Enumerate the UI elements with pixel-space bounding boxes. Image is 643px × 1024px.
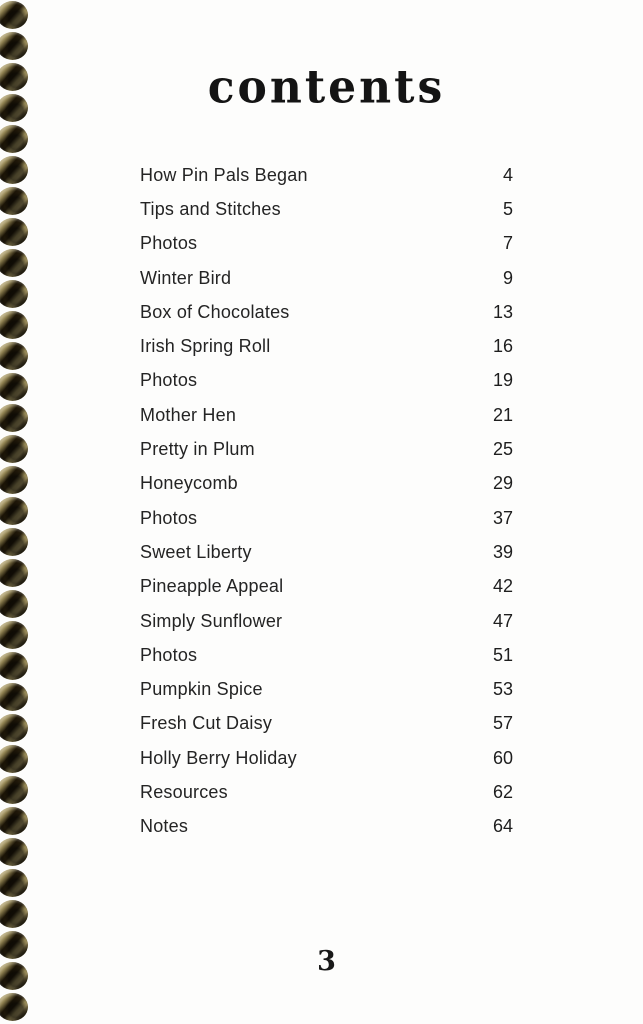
toc-entry-label: Irish Spring Roll — [140, 336, 271, 357]
toc-entry-label: Simply Sunflower — [140, 610, 283, 631]
spiral-ring — [0, 435, 28, 463]
toc-row: Winter Bird 9 — [140, 261, 513, 295]
toc-entry-page-number: 19 — [492, 370, 513, 391]
spiral-ring — [0, 838, 28, 866]
toc-entry-page-number: 64 — [492, 816, 513, 837]
spiral-ring — [0, 342, 28, 370]
spiral-ring — [0, 683, 28, 711]
toc-entry-label: Photos — [140, 507, 198, 528]
toc-entry-page-number: 39 — [492, 541, 513, 562]
toc-entry-page-number: 60 — [492, 747, 513, 768]
toc-row: Sweet Liberty 39 — [140, 535, 513, 569]
toc-row: Resources 62 — [140, 775, 513, 809]
spiral-ring — [0, 962, 28, 990]
spiral-ring — [0, 156, 28, 184]
toc-entry-label: Pineapple Appeal — [140, 576, 284, 597]
spiral-ring — [0, 528, 28, 556]
spiral-ring — [0, 125, 28, 153]
spiral-ring — [0, 900, 28, 928]
toc-entry-page-number: 16 — [492, 336, 513, 357]
spiral-ring — [0, 94, 28, 122]
spiral-ring — [0, 249, 28, 277]
toc-entry-page-number: 9 — [502, 267, 513, 288]
toc-entry-label: How Pin Pals Began — [140, 164, 308, 185]
toc-entry-page-number: 57 — [492, 713, 513, 734]
toc-entry-label: Resources — [140, 781, 228, 802]
spiral-ring — [0, 745, 28, 773]
toc-entry-page-number: 37 — [492, 507, 513, 528]
toc-entry-page-number: 42 — [492, 576, 513, 597]
toc-entry-label: Mother Hen — [140, 404, 237, 425]
spiral-ring — [0, 714, 28, 742]
toc-row: Tips and Stitches 5 — [140, 192, 513, 226]
spiral-ring — [0, 807, 28, 835]
toc-row: Irish Spring Roll 16 — [140, 329, 513, 363]
toc-row: Pineapple Appeal 42 — [140, 570, 513, 604]
toc-row: Notes 64 — [140, 810, 513, 844]
toc-row: Pumpkin Spice 53 — [140, 672, 513, 706]
spiral-ring — [0, 590, 28, 618]
spiral-ring — [0, 280, 28, 308]
toc-entry-label: Photos — [140, 370, 198, 391]
toc-entry-label: Tips and Stitches — [140, 198, 281, 219]
toc-entry-page-number: 47 — [492, 610, 513, 631]
toc-row: Fresh Cut Daisy 57 — [140, 707, 513, 741]
spiral-ring — [0, 466, 28, 494]
toc-entry-page-number: 13 — [492, 301, 513, 322]
spiral-ring — [0, 1, 28, 29]
toc-row: Photos 51 — [140, 638, 513, 672]
toc-entry-label: Photos — [140, 644, 198, 665]
toc-row: Simply Sunflower 47 — [140, 604, 513, 638]
spiral-ring — [0, 652, 28, 680]
toc-entry-label: Winter Bird — [140, 267, 232, 288]
toc-entry-page-number: 4 — [502, 164, 513, 185]
spiral-ring — [0, 311, 28, 339]
spiral-ring — [0, 373, 28, 401]
folio-page-number: 3 — [317, 946, 336, 977]
toc-entry-page-number: 5 — [502, 198, 513, 219]
spiral-binding — [0, 1, 28, 1021]
table-of-contents: How Pin Pals Began 4 Tips and Stitches 5… — [140, 158, 513, 844]
toc-row: How Pin Pals Began 4 — [140, 158, 513, 192]
toc-entry-label: Photos — [140, 233, 198, 254]
page-title: contents — [207, 60, 446, 115]
toc-entry-page-number: 53 — [492, 679, 513, 700]
toc-row: Pretty in Plum 25 — [140, 432, 513, 466]
toc-entry-page-number: 29 — [492, 473, 513, 494]
toc-entry-label: Notes — [140, 816, 189, 837]
spiral-ring — [0, 776, 28, 804]
spiral-ring — [0, 404, 28, 432]
toc-row: Box of Chocolates 13 — [140, 295, 513, 329]
toc-row: Photos 37 — [140, 501, 513, 535]
spiral-ring — [0, 187, 28, 215]
toc-row: Mother Hen 21 — [140, 398, 513, 432]
toc-entry-page-number: 25 — [492, 439, 513, 460]
toc-entry-page-number: 21 — [492, 404, 513, 425]
spiral-ring — [0, 931, 28, 959]
toc-entry-label: Sweet Liberty — [140, 541, 252, 562]
spiral-ring — [0, 218, 28, 246]
toc-entry-label: Honeycomb — [140, 473, 238, 494]
toc-entry-page-number: 62 — [492, 781, 513, 802]
toc-row: Honeycomb 29 — [140, 467, 513, 501]
toc-entry-label: Holly Berry Holiday — [140, 747, 297, 768]
spiral-ring — [0, 497, 28, 525]
spiral-ring — [0, 869, 28, 897]
toc-entry-page-number: 51 — [492, 644, 513, 665]
toc-entry-label: Pumpkin Spice — [140, 679, 263, 700]
toc-row: Photos 19 — [140, 364, 513, 398]
toc-row: Holly Berry Holiday 60 — [140, 741, 513, 775]
spiral-ring — [0, 63, 28, 91]
spiral-ring — [0, 621, 28, 649]
toc-row: Photos 7 — [140, 227, 513, 261]
toc-entry-page-number: 7 — [502, 233, 513, 254]
toc-entry-label: Box of Chocolates — [140, 301, 290, 322]
spiral-ring — [0, 32, 28, 60]
spiral-ring — [0, 559, 28, 587]
toc-entry-label: Fresh Cut Daisy — [140, 713, 273, 734]
toc-entry-label: Pretty in Plum — [140, 439, 255, 460]
spiral-ring — [0, 993, 28, 1021]
